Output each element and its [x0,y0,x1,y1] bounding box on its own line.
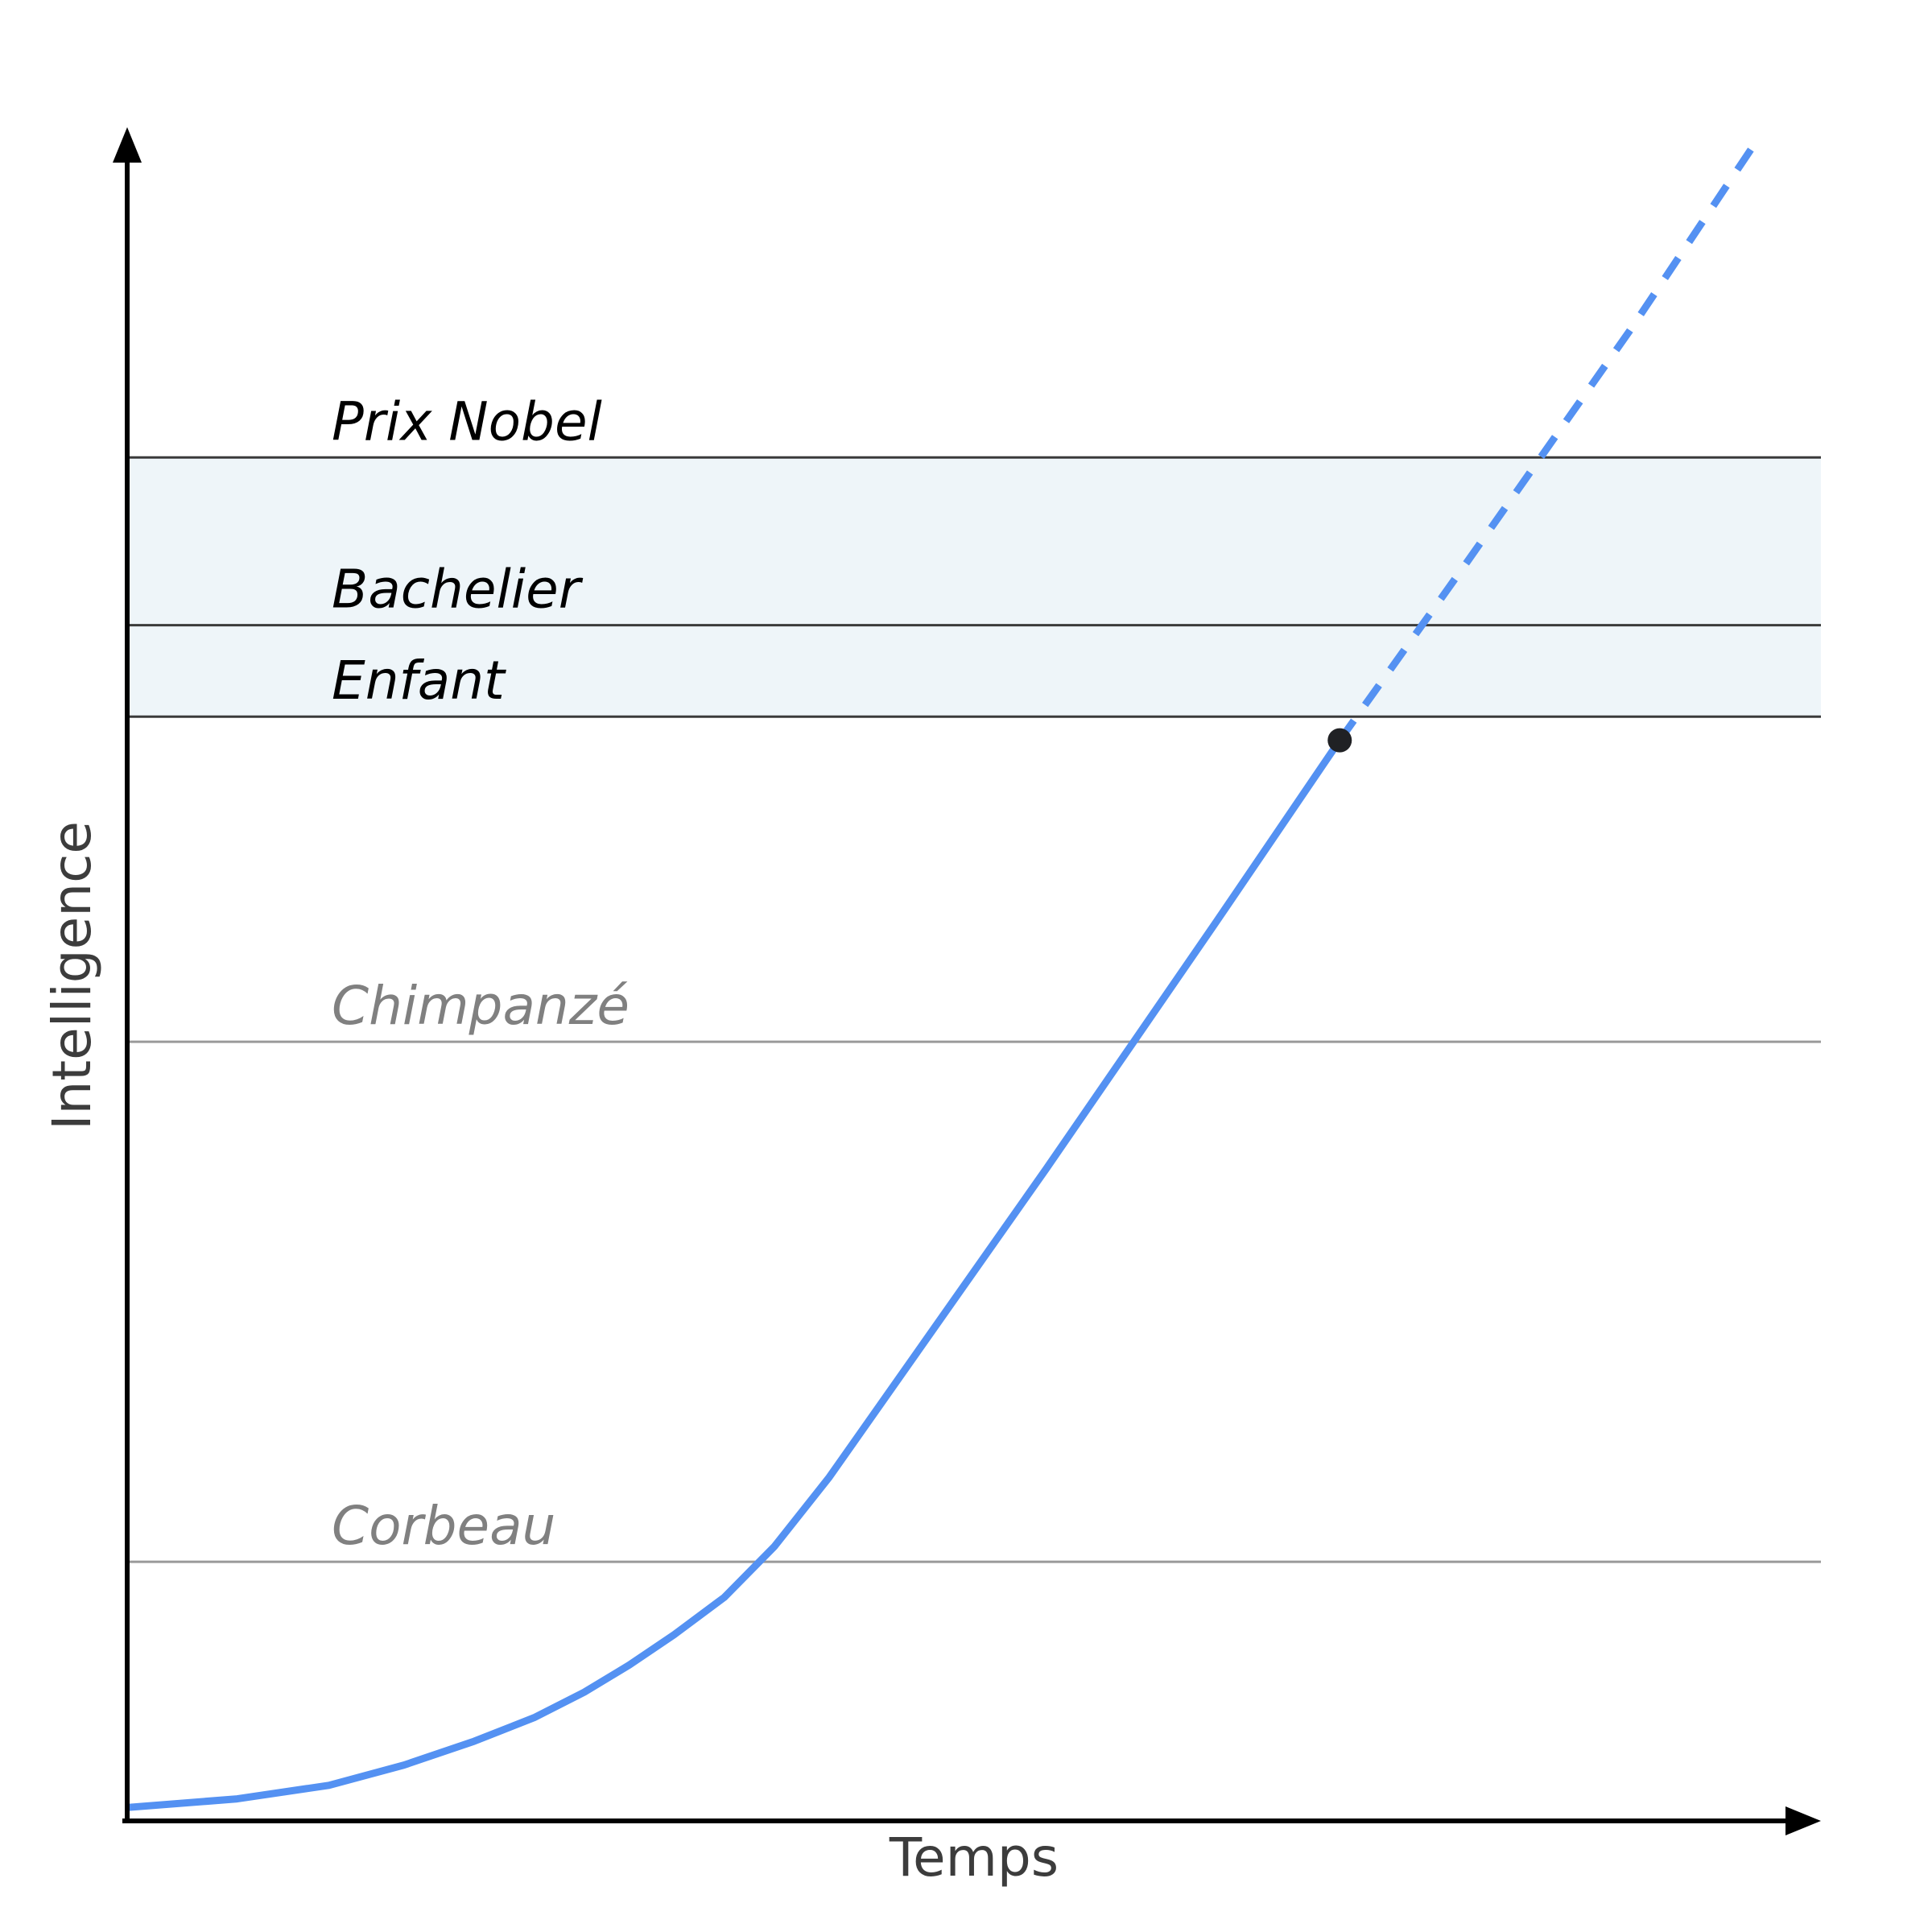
shaded-band [129,457,1821,717]
reference-label-bachelier: Bachelier [332,559,584,621]
x-axis-arrow-icon [1785,1806,1821,1835]
y-axis-arrow-icon [113,127,142,163]
series-line-solid [125,737,1344,1811]
reference-label-prix-nobel: Prix Nobel [332,390,603,452]
reference-label-corbeau: Corbeau [332,1495,555,1557]
marker-layer [1327,728,1352,753]
current-point-marker [1327,728,1352,753]
axes: Temps Intelligence [41,127,1821,1889]
reference-levels-layer: Corbeau Chimpanzé Enfant Bachelier Prix Nobe… [129,390,1821,1563]
reference-band-layer [129,457,1821,717]
reference-label-enfant: Enfant [332,650,506,712]
series-projection-dashed [1336,138,1761,743]
reference-label-chimpanz: Chimpanzé [332,975,630,1037]
series-layer [125,138,1761,1811]
x-axis-label: Temps [889,1827,1059,1889]
y-axis-label: Intelligence [41,821,103,1130]
